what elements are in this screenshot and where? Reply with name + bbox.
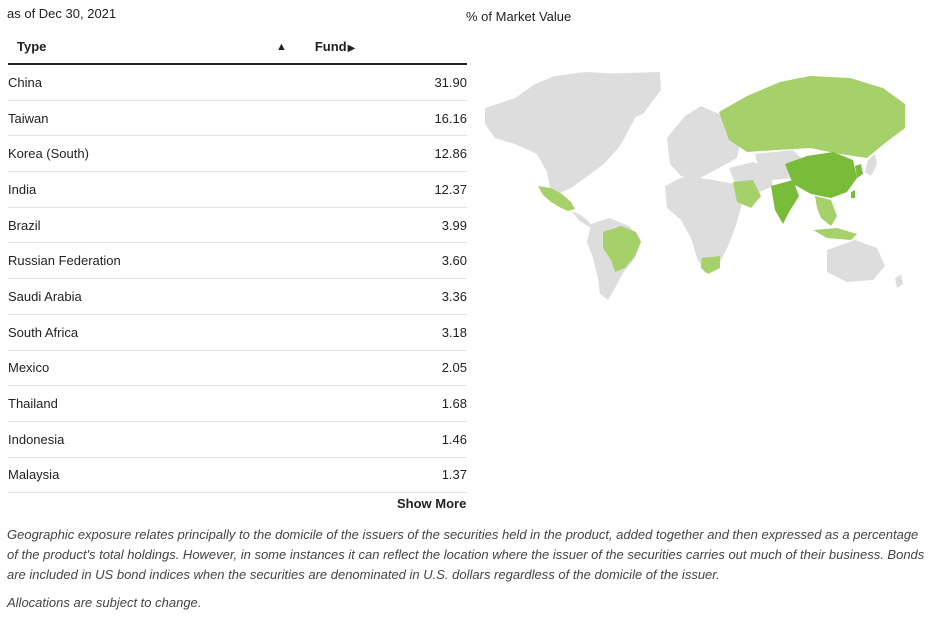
country-name: India <box>8 171 276 208</box>
type-header-label: Type <box>17 39 47 54</box>
table-row: Mexico 2.05 <box>8 350 467 387</box>
country-name: Korea (South) <box>8 135 276 173</box>
fund-weight: 12.86 <box>275 135 467 173</box>
table-row: Korea (South) 12.86 <box>8 135 467 173</box>
table-row: China 31.90 <box>8 64 467 101</box>
table-row: Indonesia 1.46 <box>8 421 467 458</box>
show-more-link[interactable]: Show More <box>397 496 467 511</box>
fund-weight: 2.05 <box>275 350 467 387</box>
as-of-date: as of Dec 30, 2021 <box>7 6 117 21</box>
table-row: Taiwan 16.16 <box>8 100 467 137</box>
fund-header-label: Fund <box>314 39 347 54</box>
fund-weight: 3.36 <box>275 278 467 315</box>
country-name: Russian Federation <box>8 242 276 280</box>
country-name: Thailand <box>8 385 276 422</box>
map-russia <box>719 76 905 158</box>
allocations-footnote: Allocations are subject to change. <box>7 595 202 610</box>
country-name: Malaysia <box>8 457 276 494</box>
sort-ascending-icon[interactable]: ▲ <box>275 41 287 53</box>
fund-weight: 16.16 <box>275 100 467 137</box>
table-row: Brazil 3.99 <box>8 207 467 244</box>
fund-column-header[interactable]: ▲ Fund▶ <box>275 30 467 65</box>
country-name: Saudi Arabia <box>8 278 276 315</box>
fund-weight: 3.18 <box>275 314 467 351</box>
table-row: Russian Federation 3.60 <box>8 242 467 280</box>
table-row: South Africa 3.18 <box>8 314 467 351</box>
map-saudi-arabia <box>733 180 761 208</box>
fund-weight: 1.37 <box>275 457 467 494</box>
map-indonesia <box>813 228 857 240</box>
table-row: India 12.37 <box>8 171 467 208</box>
map-japan <box>865 154 877 176</box>
map-china <box>785 152 857 198</box>
country-name: China <box>8 64 276 101</box>
map-europe <box>667 106 741 178</box>
sort-right-icon[interactable]: ▶ <box>347 43 356 54</box>
map-title: % of Market Value <box>466 9 572 24</box>
fund-weight: 3.60 <box>275 242 467 280</box>
map-australia <box>827 240 885 282</box>
fund-weight: 3.99 <box>275 207 467 244</box>
world-exposure-map <box>485 72 905 300</box>
country-name: South Africa <box>8 314 276 351</box>
map-mexico <box>538 186 575 211</box>
country-name: Mexico <box>8 350 276 387</box>
map-southeast-asia <box>815 196 837 226</box>
map-taiwan <box>851 190 855 198</box>
map-central-america <box>571 211 593 228</box>
country-name: Taiwan <box>8 100 276 137</box>
geographic-exposure-footnote: Geographic exposure relates principally … <box>7 527 925 582</box>
country-name: Brazil <box>8 207 276 244</box>
table-row: Malaysia 1.37 <box>8 457 467 494</box>
map-south-africa <box>701 256 720 274</box>
table-header-row: Type ▲ Fund▶ <box>8 30 467 65</box>
type-column-header[interactable]: Type <box>8 30 276 65</box>
holdings-table: Type ▲ Fund▶ China 31.90 Taiwan 16.16 Korea (… <box>8 30 467 494</box>
fund-weight: 1.68 <box>275 385 467 422</box>
map-new-zealand <box>895 274 903 288</box>
map-brazil <box>603 226 641 272</box>
map-korea <box>855 164 863 178</box>
table-row: Thailand 1.68 <box>8 385 467 422</box>
fund-weight: 31.90 <box>275 64 467 101</box>
map-india <box>771 180 799 224</box>
map-greenland <box>595 72 661 120</box>
table-row: Saudi Arabia 3.36 <box>8 278 467 315</box>
country-name: Indonesia <box>8 421 276 458</box>
map-africa <box>665 176 743 273</box>
fund-weight: 12.37 <box>275 171 467 208</box>
map-north-america <box>485 72 645 193</box>
fund-weight: 1.46 <box>275 421 467 458</box>
